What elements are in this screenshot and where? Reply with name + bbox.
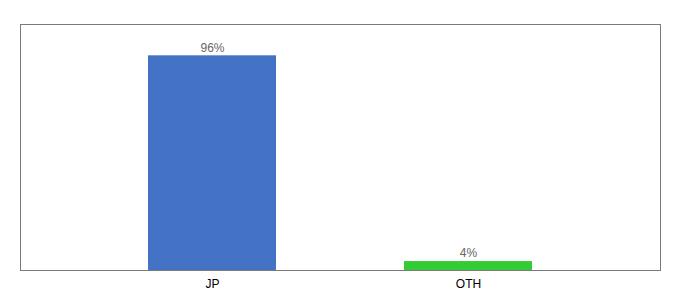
svg-text:OTH: OTH (456, 277, 481, 291)
svg-text:96%: 96% (200, 41, 224, 55)
svg-text:JP: JP (205, 277, 219, 291)
svg-text:4%: 4% (460, 246, 478, 260)
